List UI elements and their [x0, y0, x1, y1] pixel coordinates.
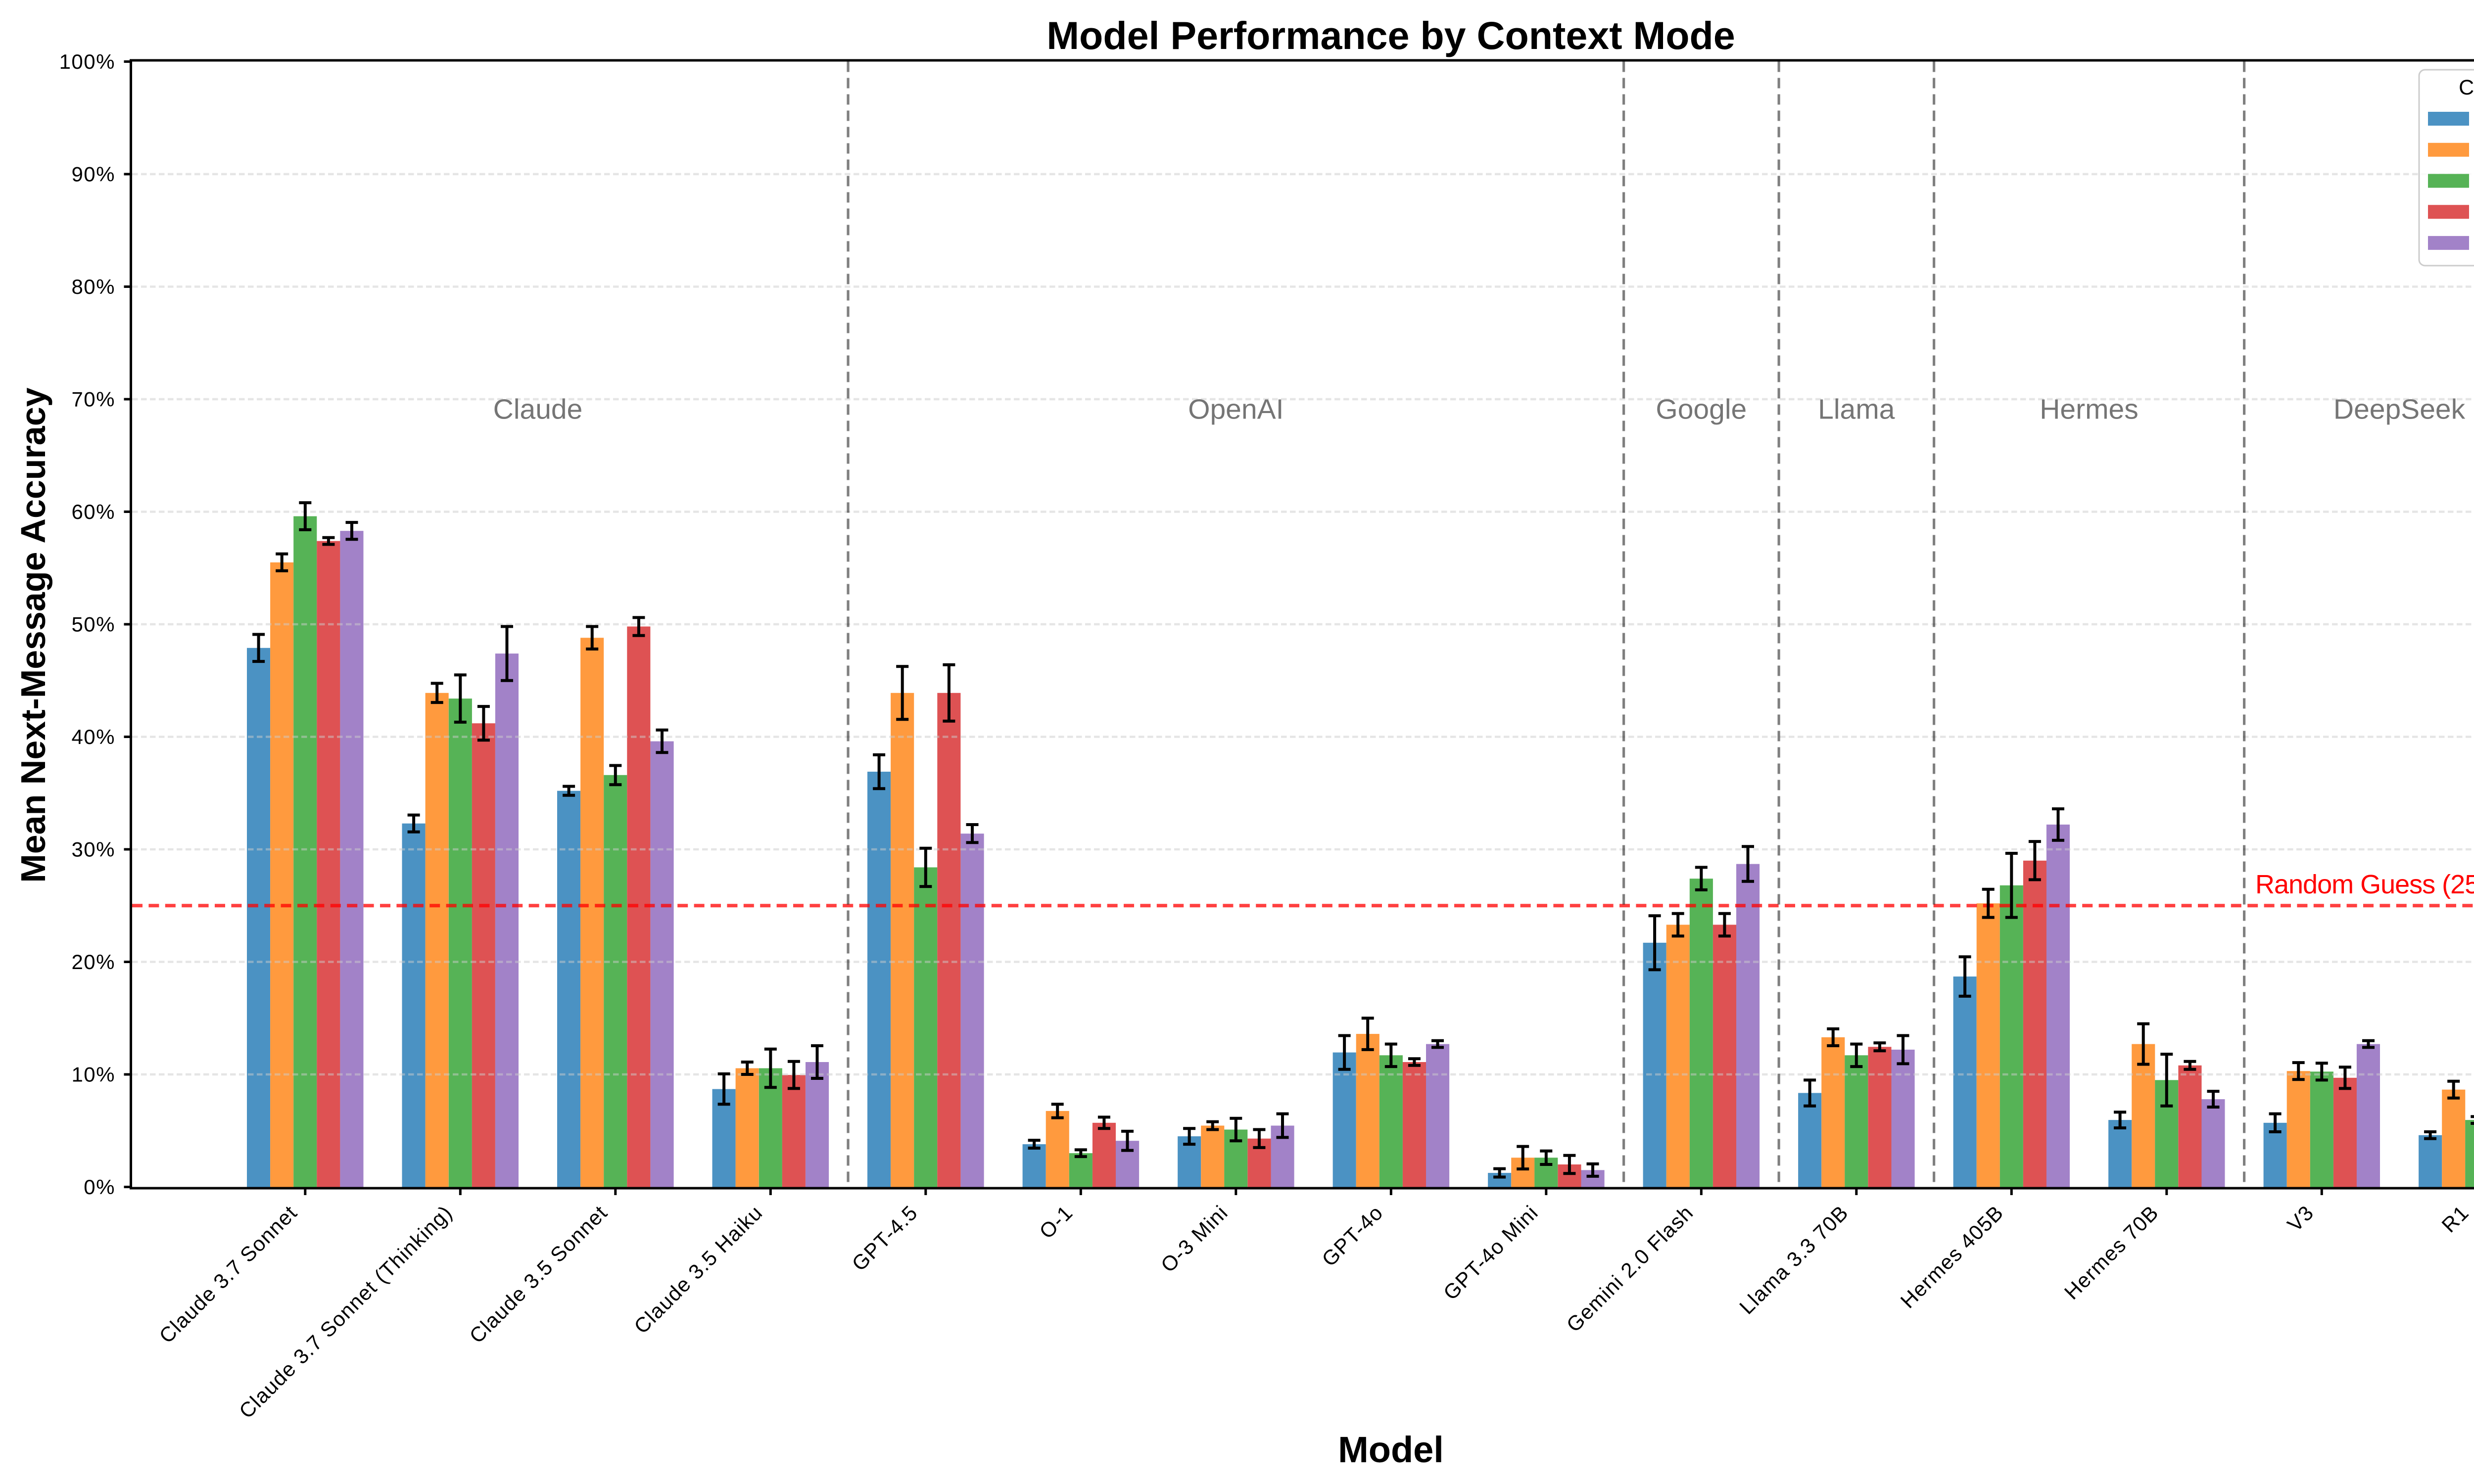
svg-text:100%: 100%	[59, 50, 115, 73]
svg-text:Google: Google	[1656, 394, 1747, 425]
svg-text:80%: 80%	[71, 275, 115, 298]
svg-text:90%: 90%	[71, 163, 115, 186]
svg-text:Claude: Claude	[493, 394, 583, 425]
svg-text:70%: 70%	[71, 388, 115, 411]
svg-text:Random Guess (25%): Random Guess (25%)	[2255, 870, 2474, 899]
svg-text:DeepSeek: DeepSeek	[2333, 394, 2466, 425]
svg-text:Model: Model	[1338, 1429, 1444, 1470]
svg-text:OpenAI: OpenAI	[1188, 394, 1284, 425]
svg-text:20%: 20%	[71, 950, 115, 974]
svg-text:10%: 10%	[71, 1063, 115, 1086]
svg-text:Mean Next-Message Accuracy: Mean Next-Message Accuracy	[14, 387, 52, 882]
svg-text:40%: 40%	[71, 725, 115, 748]
svg-text:Hermes: Hermes	[2040, 394, 2139, 425]
svg-text:Llama: Llama	[1818, 394, 1895, 425]
svg-text:50%: 50%	[71, 613, 115, 636]
svg-text:Context Mode: Context Mode	[2459, 76, 2474, 99]
svg-text:0%: 0%	[84, 1175, 115, 1199]
svg-text:Model Performance by Context M: Model Performance by Context Mode	[1047, 13, 1735, 57]
svg-text:60%: 60%	[71, 500, 115, 523]
svg-text:30%: 30%	[71, 838, 115, 861]
